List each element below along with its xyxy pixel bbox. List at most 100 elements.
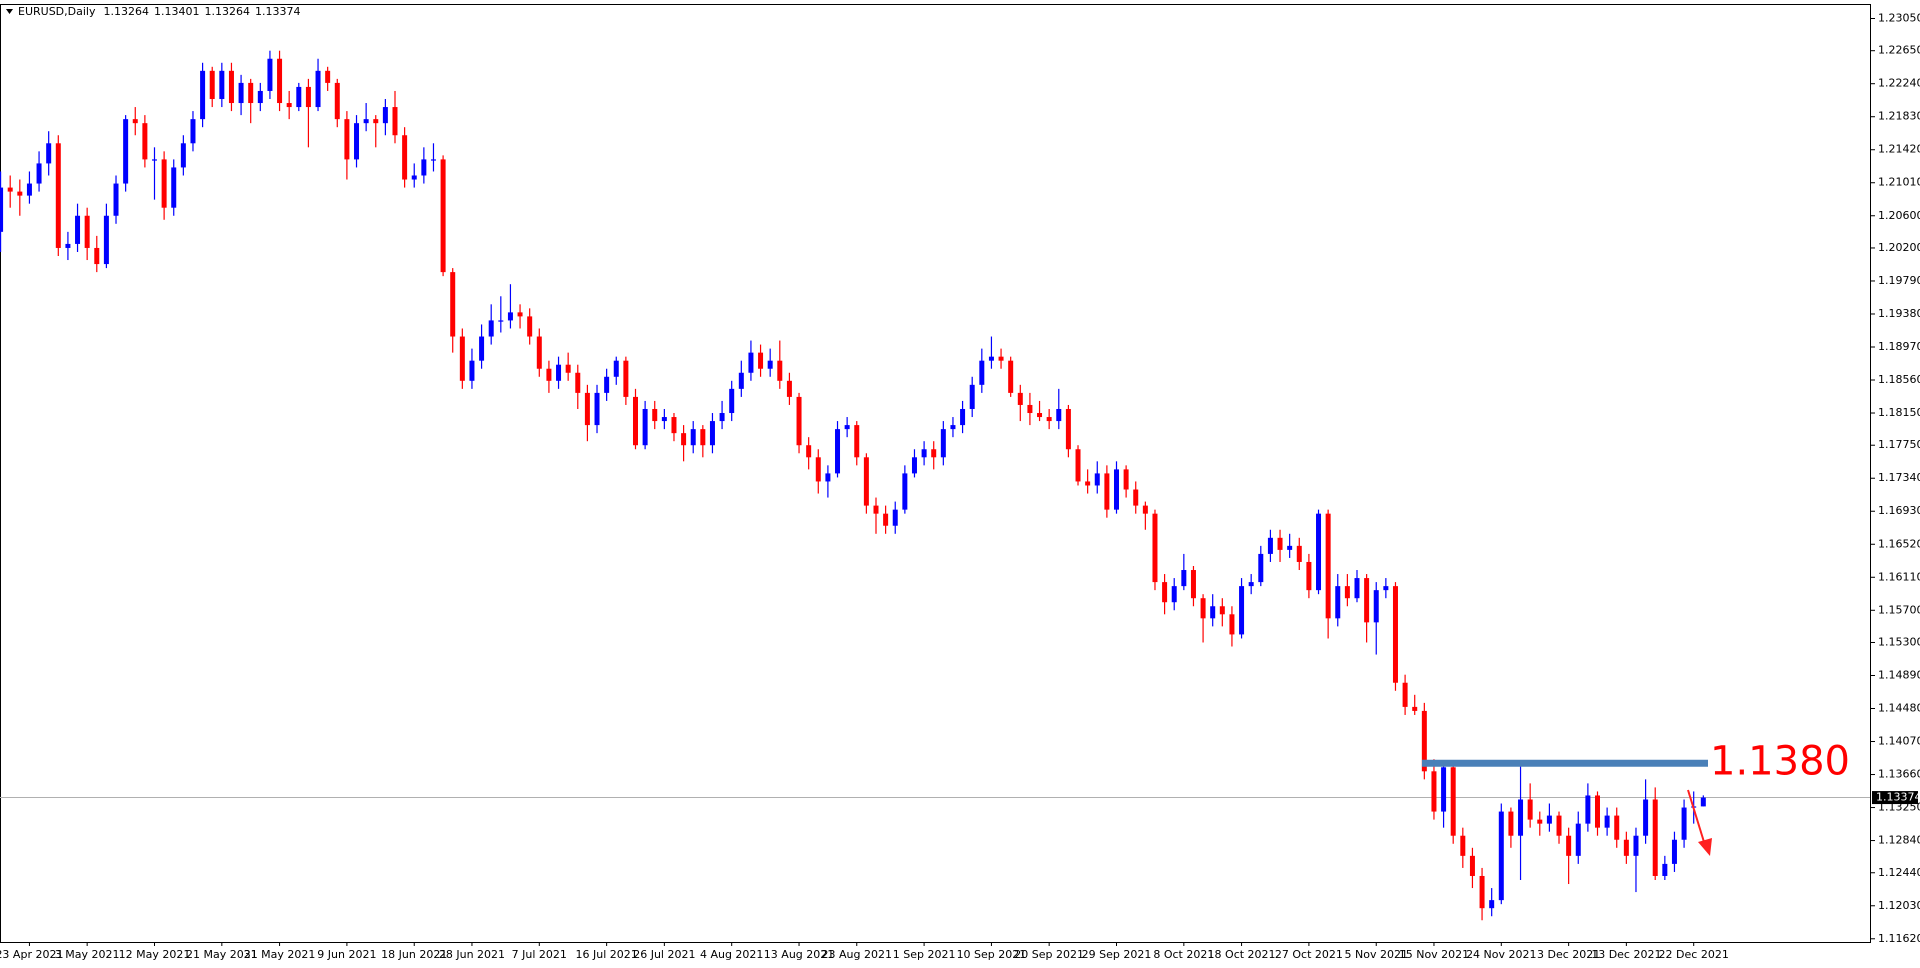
arrow-shaft [1687,789,1705,843]
candle-body [1450,767,1456,836]
axes: 1.23050 1.22650 1.22240 1.21830 1.21420 1.210… [0,11,1920,961]
candle-body [661,417,667,422]
candle-body [681,433,687,446]
candle-body [498,320,504,322]
candle-body [1325,513,1331,619]
candle-body [325,70,331,83]
candle-body [1210,606,1216,619]
candle-body [738,372,744,389]
candle-body [902,473,908,510]
y-tick-label: 1.12030 [1878,899,1920,912]
last-price-box [1872,791,1918,805]
candle-body [257,90,263,104]
y-tick-label: 1.23050 [1878,11,1920,24]
candle-body [806,445,812,458]
candle-body [507,312,513,321]
resistance-label: 1.1380 [1710,738,1850,784]
candle-body [373,119,379,124]
candle-body [180,143,186,168]
candle-body [1643,799,1649,836]
candle-body [854,425,860,458]
y-tick-label: 1.14480 [1878,702,1920,715]
x-tick-label: 24 Nov 2021 [1466,948,1536,961]
candle-body [844,425,850,430]
x-tick-label: 16 Jul 2021 [576,948,638,961]
x-tick-label: 3 May 2021 [55,948,120,961]
y-tick-label: 1.18150 [1878,406,1920,419]
x-tick-label: 13 Aug 2021 [764,948,834,961]
candle-body [382,107,388,124]
y-tick-label: 1.11620 [1878,932,1920,945]
candle-body [277,58,283,104]
candle-body [1046,417,1052,422]
candle-body [1133,489,1139,506]
candle-body [709,421,715,446]
symbol-label: EURUSD,Daily [18,5,96,18]
y-tick-label: 1.19790 [1878,274,1920,287]
candle-body [65,243,71,248]
candle-body [190,119,196,144]
candle-body [873,505,879,514]
candle-body [1335,586,1341,619]
y-tick-label: 1.21420 [1878,143,1920,156]
candle-body [1306,561,1312,591]
candle-body [1412,706,1418,711]
candle-body [1296,545,1302,562]
candle-body [334,82,340,120]
candle-body [1248,582,1254,587]
candle-body [26,183,32,196]
candle-body [815,457,821,482]
candle-body [142,123,148,160]
candle-body [931,449,937,458]
header-low: 1.13264 [204,5,250,18]
x-tick-label: 18 Jun 2021 [381,948,447,961]
x-tick-label: 21 May 2021 [186,948,258,961]
candle-body [1556,815,1562,836]
candle-body [305,86,311,108]
candle-body [786,380,792,397]
candle-body [1277,537,1283,550]
candle-body [1537,819,1543,824]
candle-body [1431,771,1437,812]
candle-body [459,336,465,381]
candle-body [1373,590,1379,623]
candle-body [1383,586,1389,591]
y-tick-label: 1.14890 [1878,668,1920,681]
candle-body [777,360,783,381]
candle-body [1219,606,1225,615]
candle-body [151,159,157,161]
candle-body [613,360,619,377]
candle-body [940,429,946,458]
candle-body [825,473,831,482]
candle-body [556,364,562,381]
candle-body [1190,570,1196,599]
candle-body [1258,553,1264,583]
candle-body [1662,863,1668,876]
candle-body [1094,473,1100,486]
y-tick-label: 1.12840 [1878,834,1920,847]
candle-body [228,70,234,104]
candle-body [1460,835,1466,856]
candle-body [883,513,889,526]
candle-body [1652,799,1658,876]
candle-body [517,312,523,317]
x-tick-label: 15 Nov 2021 [1399,948,1469,961]
x-tick-label: 28 Jun 2021 [439,948,505,961]
candle-body [36,163,42,184]
candle-body [1364,578,1370,623]
candle-body [479,336,485,361]
candle-body [767,360,773,369]
header-open: 1.13264 [103,5,149,18]
x-tick-label: 23 Aug 2021 [822,948,892,961]
y-tick-label: 1.17340 [1878,471,1920,484]
x-tick-label: 7 Jul 2021 [512,948,567,961]
candle-body [488,320,494,337]
candle-body [161,159,167,208]
candle-body [296,86,302,108]
candle-body [1017,392,1023,405]
candle-body [1585,795,1591,824]
candle-body [440,159,446,273]
y-tick-label: 1.22650 [1878,44,1920,57]
candle-body [1065,408,1071,450]
